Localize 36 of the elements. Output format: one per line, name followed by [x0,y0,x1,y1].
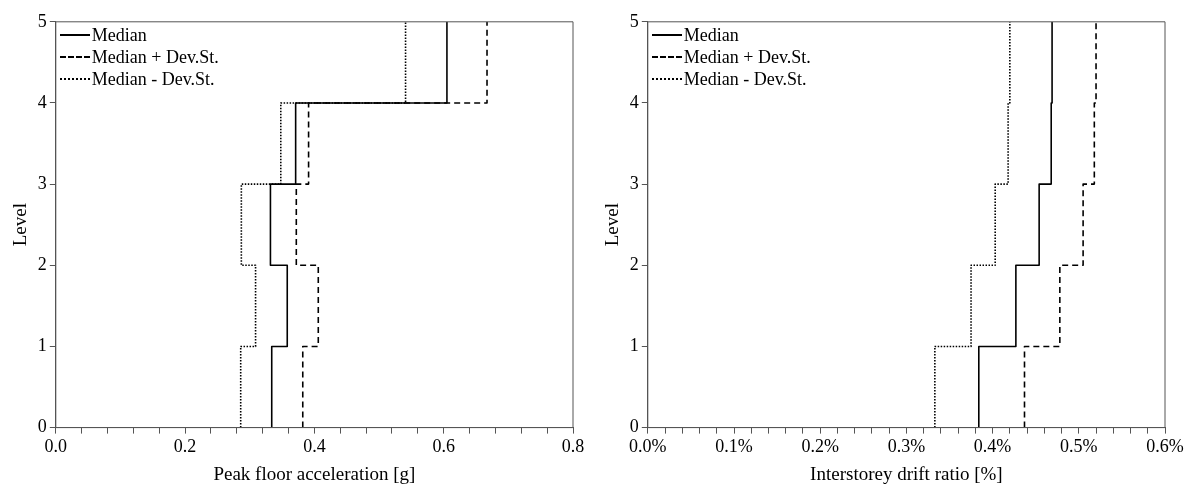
legend-label: Median - Dev.St. [91,67,215,90]
y-tick-label: 1 [629,335,639,356]
legend-label: Median - Dev.St. [683,67,807,90]
x-tick-label: 0.2% [801,436,839,457]
x-axis-title: Interstorey drift ratio [%] [810,462,1003,484]
x-axis-title: Peak floor acceleration [g] [213,462,416,484]
y-tick-label: 2 [629,254,639,275]
x-tick-label: 0.2 [173,436,197,457]
y-tick-label: 1 [37,335,47,356]
x-tick-label: 0.0 [44,436,68,457]
x-tick-label: 0.3% [887,436,926,457]
y-axis-title: Level [601,203,623,247]
y-tick-label: 0 [37,416,47,437]
x-tick-label: 0.8 [561,436,585,457]
y-tick-label: 0 [629,416,639,437]
x-tick-label: 0.6% [1146,436,1184,457]
y-tick-label: 3 [629,172,639,193]
legend-label: Median [683,23,739,46]
x-tick-label: 0.4 [303,436,326,457]
line-series [1023,21,1097,428]
y-tick-label: 4 [629,91,639,112]
x-tick-label: 0.0% [629,436,667,457]
x-tick-label: 0.1% [715,436,753,457]
y-tick-label: 4 [37,91,47,112]
x-tick-label: 0.5% [1060,436,1098,457]
y-axis-title: Level [9,203,31,247]
y-tick-label: 3 [37,172,47,193]
line-series [934,21,1011,428]
y-tick-label: 5 [37,10,47,31]
legend-label: Median + Dev.St. [91,45,219,68]
x-tick-label: 0.4% [973,436,1012,457]
x-tick-label: 0.6 [432,436,455,457]
legend-label: Median [91,23,147,46]
y-tick-label: 2 [37,254,47,275]
legend-label: Median + Dev.St. [683,45,811,68]
y-tick-label: 5 [629,10,639,31]
